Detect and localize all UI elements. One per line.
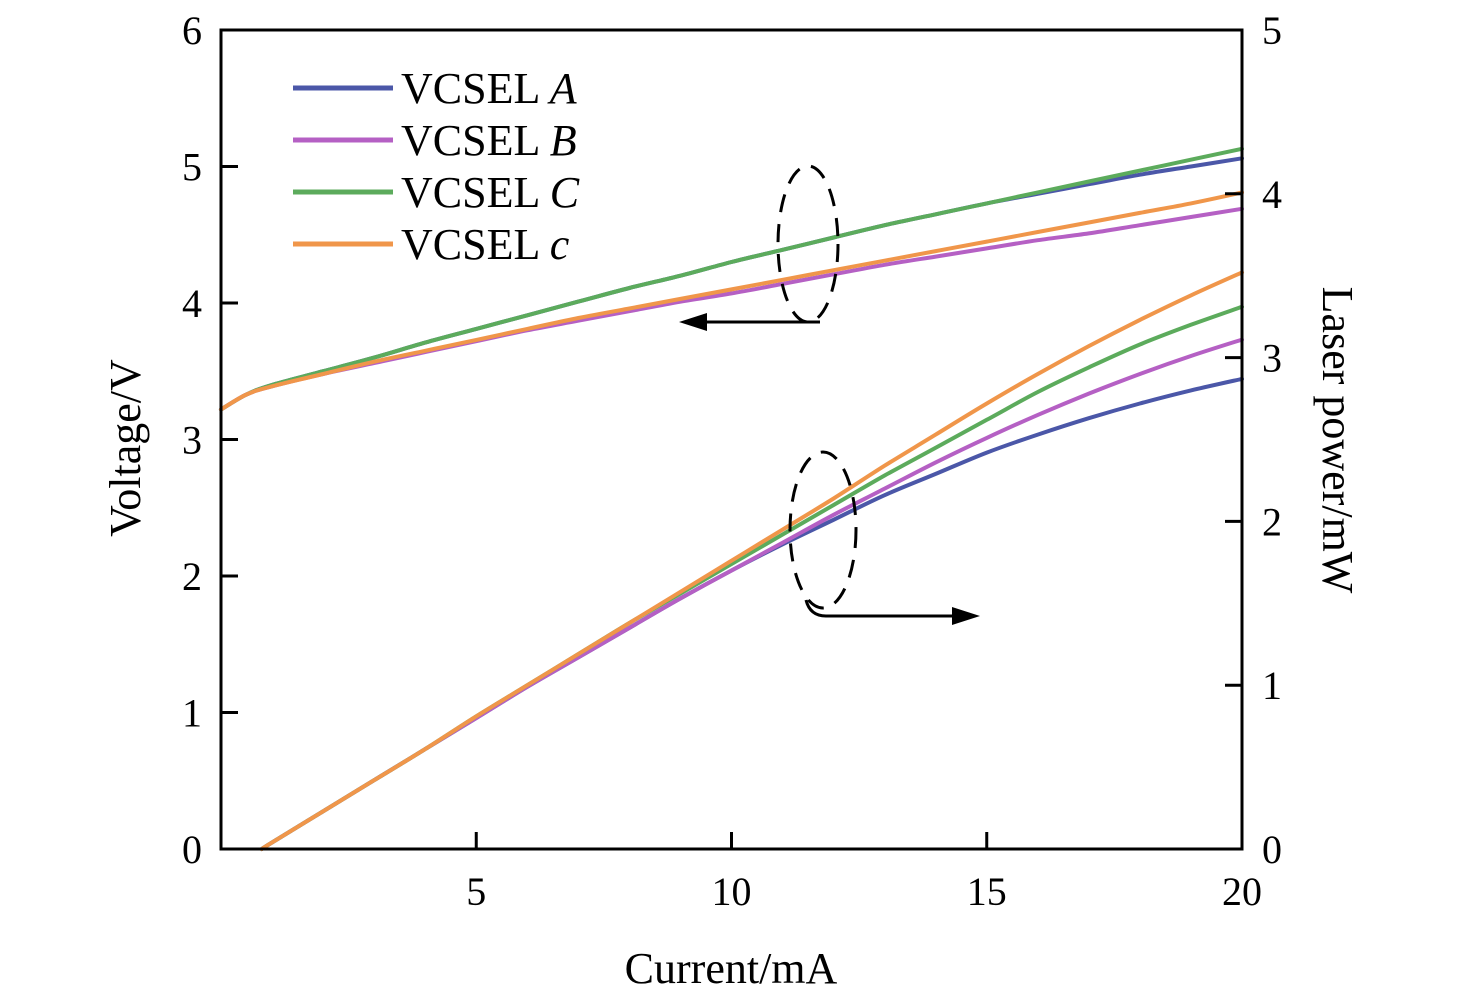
power-arrow-stem — [804, 599, 955, 618]
y-right-tick-label: 0 — [1262, 827, 1282, 872]
y-right-tick-label: 2 — [1262, 499, 1282, 544]
legend-label-vcsel-B: VCSEL B — [401, 116, 577, 165]
y-left-tick-label: 1 — [182, 691, 202, 736]
y-right-tick-label: 1 — [1262, 663, 1282, 708]
y-right-tick-label: 3 — [1262, 336, 1282, 381]
plot-frame — [219, 28, 1244, 851]
annotations — [679, 164, 980, 625]
legend-label-vcsel-A: VCSEL A — [401, 64, 578, 113]
voltage-line-vcsel-A — [219, 156, 1244, 412]
y-axis-left-title: Voltage/V — [101, 359, 150, 537]
voltage-line-vcsel-c — [219, 190, 1244, 412]
y-left-tick-label: 3 — [182, 418, 202, 463]
x-tick-label: 10 — [712, 869, 752, 914]
power-line-vcsel-C — [259, 304, 1244, 851]
x-tick-label: 15 — [967, 869, 1007, 914]
x-tick-label: 5 — [466, 869, 486, 914]
voltage-group-ellipse — [776, 164, 840, 324]
y-left-tick-label: 2 — [182, 554, 202, 599]
y-right-tick-label: 4 — [1262, 172, 1282, 217]
y-left-tick-label: 6 — [182, 8, 202, 53]
y-left-tick-label: 4 — [182, 281, 202, 326]
y-right-tick-label: 5 — [1262, 8, 1282, 53]
power-group-ellipse — [788, 450, 858, 610]
power-line-vcsel-A — [259, 376, 1244, 851]
y-axis-right-title: Laser power/mW — [1313, 287, 1362, 594]
power-line-vcsel-c — [259, 270, 1244, 851]
x-axis-title: Current/mA — [625, 944, 838, 993]
power-arrowhead-right — [952, 607, 980, 625]
voltage-arrowhead-left — [679, 313, 707, 331]
voltage-line-vcsel-C — [219, 146, 1244, 412]
series-lines — [219, 146, 1244, 851]
y-left-tick-label: 0 — [182, 827, 202, 872]
voltage-line-vcsel-B — [219, 206, 1244, 412]
x-tick-label: 20 — [1222, 869, 1262, 914]
y-left-tick-label: 5 — [182, 145, 202, 190]
legend-label-vcsel-c: VCSEL c — [401, 220, 570, 269]
legend-label-vcsel-C: VCSEL C — [401, 168, 580, 217]
